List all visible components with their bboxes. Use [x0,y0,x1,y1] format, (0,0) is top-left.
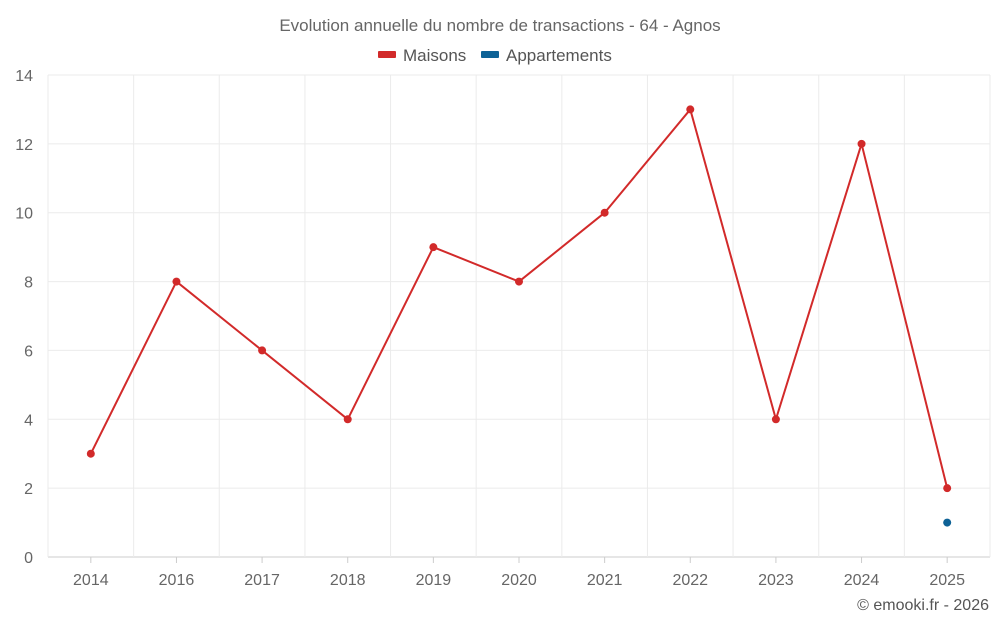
x-tick-label: 2024 [844,572,880,589]
x-tick-label: 2023 [758,572,794,589]
data-point[interactable] [600,208,609,217]
legend-label-maisons: Maisons [403,46,466,65]
data-point[interactable] [515,277,523,286]
x-tick-label: 2014 [73,572,109,589]
legend-swatch-maisons [378,51,396,58]
legend: Maisons Appartements [378,46,612,65]
data-point[interactable] [343,415,352,424]
y-tick-label: 14 [15,68,33,85]
data-point[interactable] [943,484,952,493]
y-tick-label: 12 [15,137,33,154]
x-tick-label: 2020 [501,572,537,589]
legend-item-maisons[interactable]: Maisons [378,46,466,65]
series-maisons [86,105,952,493]
y-tick-label: 8 [24,275,33,292]
data-point[interactable] [429,243,438,252]
y-axis-ticks: 0 2 4 6 8 10 12 14 [15,68,33,567]
y-tick-label: 10 [15,206,33,223]
chart-title: Evolution annuelle du nombre de transact… [279,16,720,35]
data-point[interactable] [943,518,952,527]
data-point[interactable] [172,277,181,286]
x-tick-label: 2021 [587,572,623,589]
y-tick-label: 0 [24,550,33,567]
x-tick-label: 2018 [330,572,366,589]
data-point[interactable] [771,415,780,424]
y-tick-label: 4 [24,412,33,429]
legend-swatch-appartements [481,51,499,58]
series-appartements [943,518,952,527]
data-point[interactable] [86,449,95,458]
y-tick-label: 2 [24,481,33,498]
legend-item-appartements[interactable]: Appartements [481,46,612,65]
series-group [86,105,952,527]
legend-label-appartements: Appartements [506,46,612,65]
x-tick-label: 2022 [672,572,708,589]
x-axis-ticks: 2014 2016 2017 2018 2019 2020 2021 2022 2023 2024… [73,557,965,589]
data-point[interactable] [258,346,267,355]
credit-text: © emooki.fr - 2026 [857,597,989,614]
data-point[interactable] [857,139,866,148]
data-point[interactable] [686,105,695,114]
x-tick-label: 2016 [159,572,195,589]
y-tick-label: 6 [24,343,33,360]
x-tick-label: 2025 [929,572,965,589]
x-tick-label: 2019 [416,572,452,589]
gridlines [47,74,991,558]
x-tick-label: 2017 [244,572,280,589]
